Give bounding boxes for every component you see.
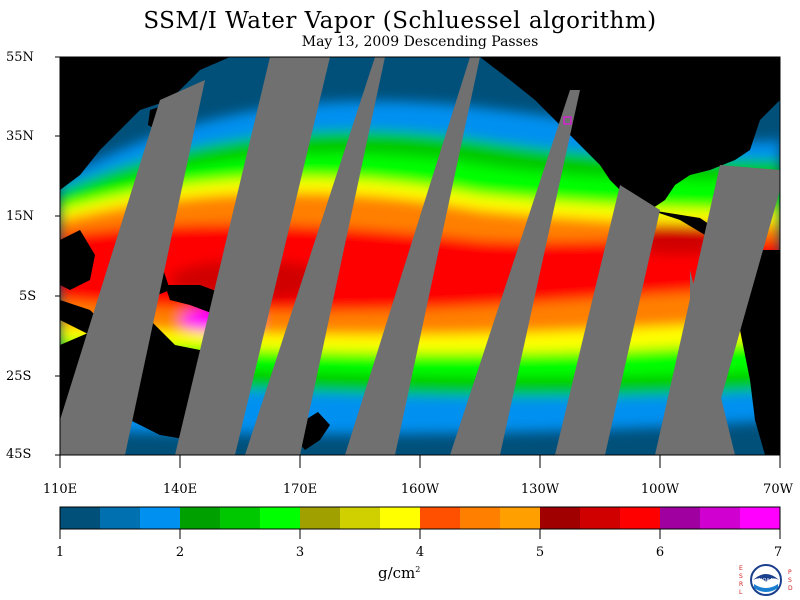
colorbar-swatch (100, 507, 141, 529)
lat-label-5s: 5S (19, 289, 37, 304)
logo-letter-left-1: E (739, 565, 743, 572)
noaa-wave-icon (754, 584, 778, 592)
north-america-land (480, 57, 780, 210)
longitude-ticks (59, 455, 781, 468)
lat-label-45s: 45S (6, 447, 32, 462)
lon-label-110e: 110E (42, 482, 78, 497)
colorbar-swatch (460, 507, 501, 529)
colorbar-label-2: 2 (175, 545, 185, 560)
colorbar-label-6: 6 (655, 545, 665, 560)
colorbar-swatch (60, 507, 101, 529)
colorbar-label-7: 7 (773, 545, 783, 560)
land-masses (60, 57, 780, 455)
logo-letter-right-3: D (788, 585, 793, 592)
lat-label-25s: 25S (6, 369, 32, 384)
colorbar-label-1: 1 (55, 545, 65, 560)
colorbar-swatch (580, 507, 621, 529)
colorbar-swatch (660, 507, 701, 529)
noaa-bird-icon (753, 574, 779, 582)
asia-land (60, 57, 230, 190)
colorbar-swatch (220, 507, 261, 529)
logo-letter-left-3: R (739, 581, 743, 588)
swath-gap-6 (555, 185, 660, 455)
latitude-ticks (55, 56, 60, 456)
unit-base: g/cm (378, 564, 416, 582)
colorbar-swatch (500, 507, 541, 529)
logo-letter-right-1: P (788, 569, 792, 576)
lon-label-170e: 170E (282, 482, 318, 497)
indochina-land (60, 230, 95, 290)
colorbar-swatch (260, 507, 301, 529)
swath-gap-3 (245, 57, 385, 455)
colorbar-swatch (340, 507, 381, 529)
lon-label-140e: 140E (162, 482, 198, 497)
colorbar-label-3: 3 (295, 545, 305, 560)
colorbar-swatch (300, 507, 341, 529)
noaa-emblem-text: NOAA (759, 578, 774, 584)
swath-gap-7 (655, 165, 780, 455)
colorbar-swatch (420, 507, 461, 529)
map-title: SSM/I Water Vapor (Schluessel algorithm) (143, 8, 657, 34)
colorbar-swatch (740, 507, 781, 529)
lon-label-70w: 70W (763, 482, 793, 497)
noaa-esrl-psd-logo: E S R L P S D NOAA (739, 564, 793, 596)
logo-letter-right-2: S (788, 577, 792, 584)
lon-label-130w: 130W (520, 482, 560, 497)
lat-label-15n: 15N (6, 209, 34, 224)
colorbar-swatch (540, 507, 581, 529)
location-marker (563, 116, 572, 125)
swath-gap-1 (60, 80, 205, 455)
unit-exponent: 2 (415, 565, 421, 574)
no-data-swaths (60, 57, 780, 455)
colorbar-swatch (620, 507, 661, 529)
lat-label-55n: 55N (6, 50, 34, 65)
swath-gap-5 (450, 90, 580, 455)
colorbar-swatch (700, 507, 741, 529)
swath-gap-2 (175, 57, 330, 455)
logo-letter-left-4: L (739, 589, 743, 596)
lon-label-100w: 100W (640, 482, 680, 497)
colorbar-label-4: 4 (415, 545, 425, 560)
colorbar-swatch (380, 507, 421, 529)
colorbar-swatch (180, 507, 221, 529)
colorbar-label-5: 5 (535, 545, 545, 560)
lon-label-160w: 160W (400, 482, 440, 497)
map-subtitle: May 13, 2009 Descending Passes (301, 34, 539, 50)
colorbar (59, 506, 781, 539)
colorbar-unit: g/cm2 (378, 564, 420, 582)
logo-letter-left-2: S (739, 573, 743, 580)
colorbar-swatch (140, 507, 181, 529)
lat-label-35n: 35N (6, 129, 34, 144)
swath-gap-8 (690, 270, 735, 455)
swath-gap-4 (345, 57, 480, 455)
